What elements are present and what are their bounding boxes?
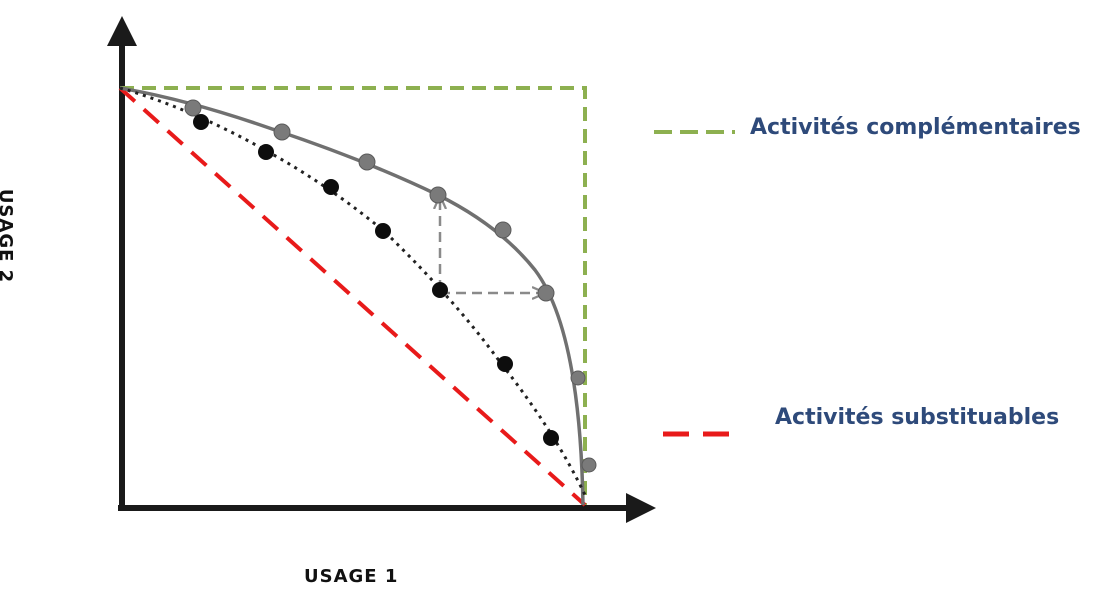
inner-point bbox=[193, 114, 209, 130]
legend-label-complementary: Activités complémentaires bbox=[750, 115, 1081, 140]
complementary-frontier bbox=[120, 86, 587, 505]
frontier-point bbox=[273, 123, 291, 141]
concave-frontier-points bbox=[184, 99, 597, 473]
frontier-point bbox=[581, 457, 597, 473]
inner-frontier-points bbox=[193, 114, 559, 446]
substitutable-frontier bbox=[118, 86, 587, 507]
inner-point bbox=[323, 179, 339, 195]
inner-point bbox=[258, 144, 274, 160]
frontier-point bbox=[429, 186, 447, 204]
y-axis-label: USAGE 2 bbox=[0, 188, 16, 283]
frontier-point bbox=[494, 221, 512, 239]
inner-point bbox=[375, 223, 391, 239]
inner-frontier-curve bbox=[119, 86, 587, 496]
inner-point bbox=[432, 282, 448, 298]
frontier-point bbox=[184, 99, 202, 117]
frontier-point bbox=[537, 284, 555, 302]
x-axis-label: USAGE 1 bbox=[304, 566, 399, 587]
legend-label-substitutable: Activités substituables bbox=[775, 405, 1060, 430]
inner-point bbox=[543, 430, 559, 446]
inner-point bbox=[497, 356, 513, 372]
frontier-point bbox=[358, 153, 376, 171]
frontier-point bbox=[570, 370, 586, 386]
